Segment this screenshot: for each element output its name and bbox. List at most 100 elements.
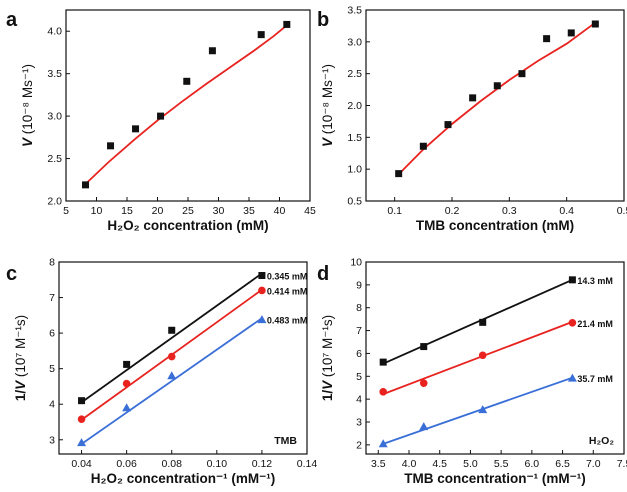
- series-label: 0.483 mM: [267, 316, 308, 326]
- x-axis-label: H₂O₂ concentration⁻¹ (mM⁻¹): [91, 471, 276, 486]
- x-axis-label: H₂O₂ concentration (mM): [107, 218, 268, 233]
- x-tick-label: 3.5: [371, 458, 386, 470]
- y-tick-label: 3: [49, 434, 55, 446]
- data-point: [168, 326, 176, 334]
- y-tick-label: 2.5: [47, 153, 62, 165]
- data-point: [167, 352, 176, 361]
- x-tick-label: 25: [182, 205, 194, 217]
- data-point: [132, 125, 140, 133]
- x-tick-label: 4.5: [432, 458, 447, 470]
- x-tick-label: 40: [274, 205, 286, 217]
- x-tick-label: 0.06: [116, 458, 137, 470]
- y-axis-label: 1/V (10⁷ M⁻¹s): [320, 315, 335, 401]
- x-tick-label: 45: [304, 205, 316, 217]
- x-tick-label: 5.0: [463, 458, 478, 470]
- fit-line: [80, 317, 263, 445]
- panel-b: b 0.1 0.2 0.3 0.4 0.5 0.5 1.0 1.5 2.0 2.5 3.0 3.5 TMB…: [317, 5, 627, 234]
- series-label: 0.414 mM: [267, 286, 308, 296]
- data-point: [419, 142, 427, 150]
- y-tick-label: 7: [356, 325, 362, 337]
- data-point: [82, 181, 90, 189]
- data-point: [122, 379, 131, 388]
- fit-line: [382, 278, 573, 365]
- fit-line: [398, 21, 596, 175]
- y-tick-label: 6: [356, 348, 362, 360]
- y-tick-label: 4: [356, 394, 362, 406]
- y-tick-label: 3: [356, 417, 362, 429]
- x-tick-label: 6.0: [525, 458, 540, 470]
- data-point: [157, 112, 165, 120]
- data-point: [167, 371, 177, 380]
- y-tick-label: 7: [49, 292, 55, 304]
- corner-label: H₂O₂: [589, 435, 614, 447]
- data-point: [419, 422, 429, 431]
- x-tick-label: 30: [213, 205, 225, 217]
- x-axis-label: TMB concentration (mM): [416, 218, 574, 233]
- y-tick-label: 3.0: [47, 111, 62, 123]
- y-tick-label: 4: [49, 399, 55, 411]
- series-label: 35.7 mM: [577, 374, 613, 384]
- data-point: [568, 276, 576, 284]
- data-point: [419, 379, 428, 387]
- panel-d: d 3.5 4.0 4.5 5.0 5.5 6.0 6.5 7.0 7.5 2 3 4 5 6 7 8 9 10 TM…: [317, 257, 627, 487]
- fit-line: [84, 24, 288, 185]
- panel-label: a: [6, 9, 18, 31]
- x-tick-label: 7.5: [617, 458, 627, 470]
- corner-label: TMB: [274, 435, 297, 447]
- x-tick-label: 0.3: [502, 205, 517, 217]
- data-point: [543, 35, 551, 43]
- y-tick-label: 2.0: [47, 196, 62, 208]
- data-point: [478, 405, 488, 414]
- x-tick-label: 20: [152, 205, 164, 217]
- plot-frame: [58, 261, 308, 455]
- y-tick-label: 5: [49, 363, 55, 375]
- data-point: [444, 121, 452, 129]
- x-axis-label: TMB concentration⁻¹ (mM⁻¹): [404, 471, 586, 486]
- data-point: [478, 351, 487, 360]
- y-tick-label: 3.5: [347, 5, 362, 17]
- data-point: [568, 319, 577, 327]
- fit-line: [80, 272, 263, 404]
- data-point: [283, 20, 291, 28]
- series-label: 14.3 mM: [577, 276, 613, 286]
- y-tick-label: 5: [356, 371, 362, 383]
- panel-label: d: [317, 263, 329, 285]
- data-point: [379, 388, 388, 396]
- y-tick-label: 6: [49, 328, 55, 340]
- y-tick-label: 9: [356, 279, 362, 291]
- x-tick-label: 15: [121, 205, 133, 217]
- x-tick-label: 0.4: [559, 205, 574, 217]
- data-point: [479, 318, 487, 326]
- y-tick-label: 4.0: [47, 26, 62, 38]
- data-point: [567, 29, 575, 37]
- panel-c: c 0.04 0.06 0.08 0.10 0.12 0.14 3 4 5 6 7 8 H₂O₂ conc…: [6, 257, 317, 487]
- panel-label: c: [6, 263, 17, 285]
- series-label: 21.4 mM: [577, 319, 613, 329]
- y-tick-label: 3.0: [347, 36, 362, 48]
- data-point: [257, 31, 265, 39]
- y-tick-label: 8: [49, 257, 55, 269]
- data-point: [208, 47, 216, 55]
- plot-frame: [365, 261, 625, 455]
- y-tick-label: 2.5: [347, 68, 362, 80]
- x-tick-label: 0.10: [207, 458, 228, 470]
- data-point: [122, 403, 132, 412]
- plot-frame: [65, 9, 311, 202]
- data-point: [378, 439, 388, 448]
- x-tick-label: 7.0: [586, 458, 601, 470]
- x-tick-label: 10: [91, 205, 103, 217]
- x-tick-label: 0.14: [297, 458, 318, 470]
- x-tick-label: 0.1: [387, 205, 402, 217]
- data-point: [469, 94, 477, 102]
- x-tick-label: 0.5: [617, 205, 627, 217]
- y-tick-label: 8: [356, 302, 362, 314]
- x-tick-label: 0.2: [445, 205, 460, 217]
- data-point: [257, 315, 267, 324]
- y-tick-label: 0.5: [347, 196, 362, 208]
- plot-frame: [365, 9, 625, 202]
- y-axis-label: V (10⁻⁸ Ms⁻¹): [320, 64, 335, 147]
- data-point: [567, 373, 577, 382]
- y-tick-label: 1.0: [347, 164, 362, 176]
- x-tick-label: 5: [63, 205, 69, 217]
